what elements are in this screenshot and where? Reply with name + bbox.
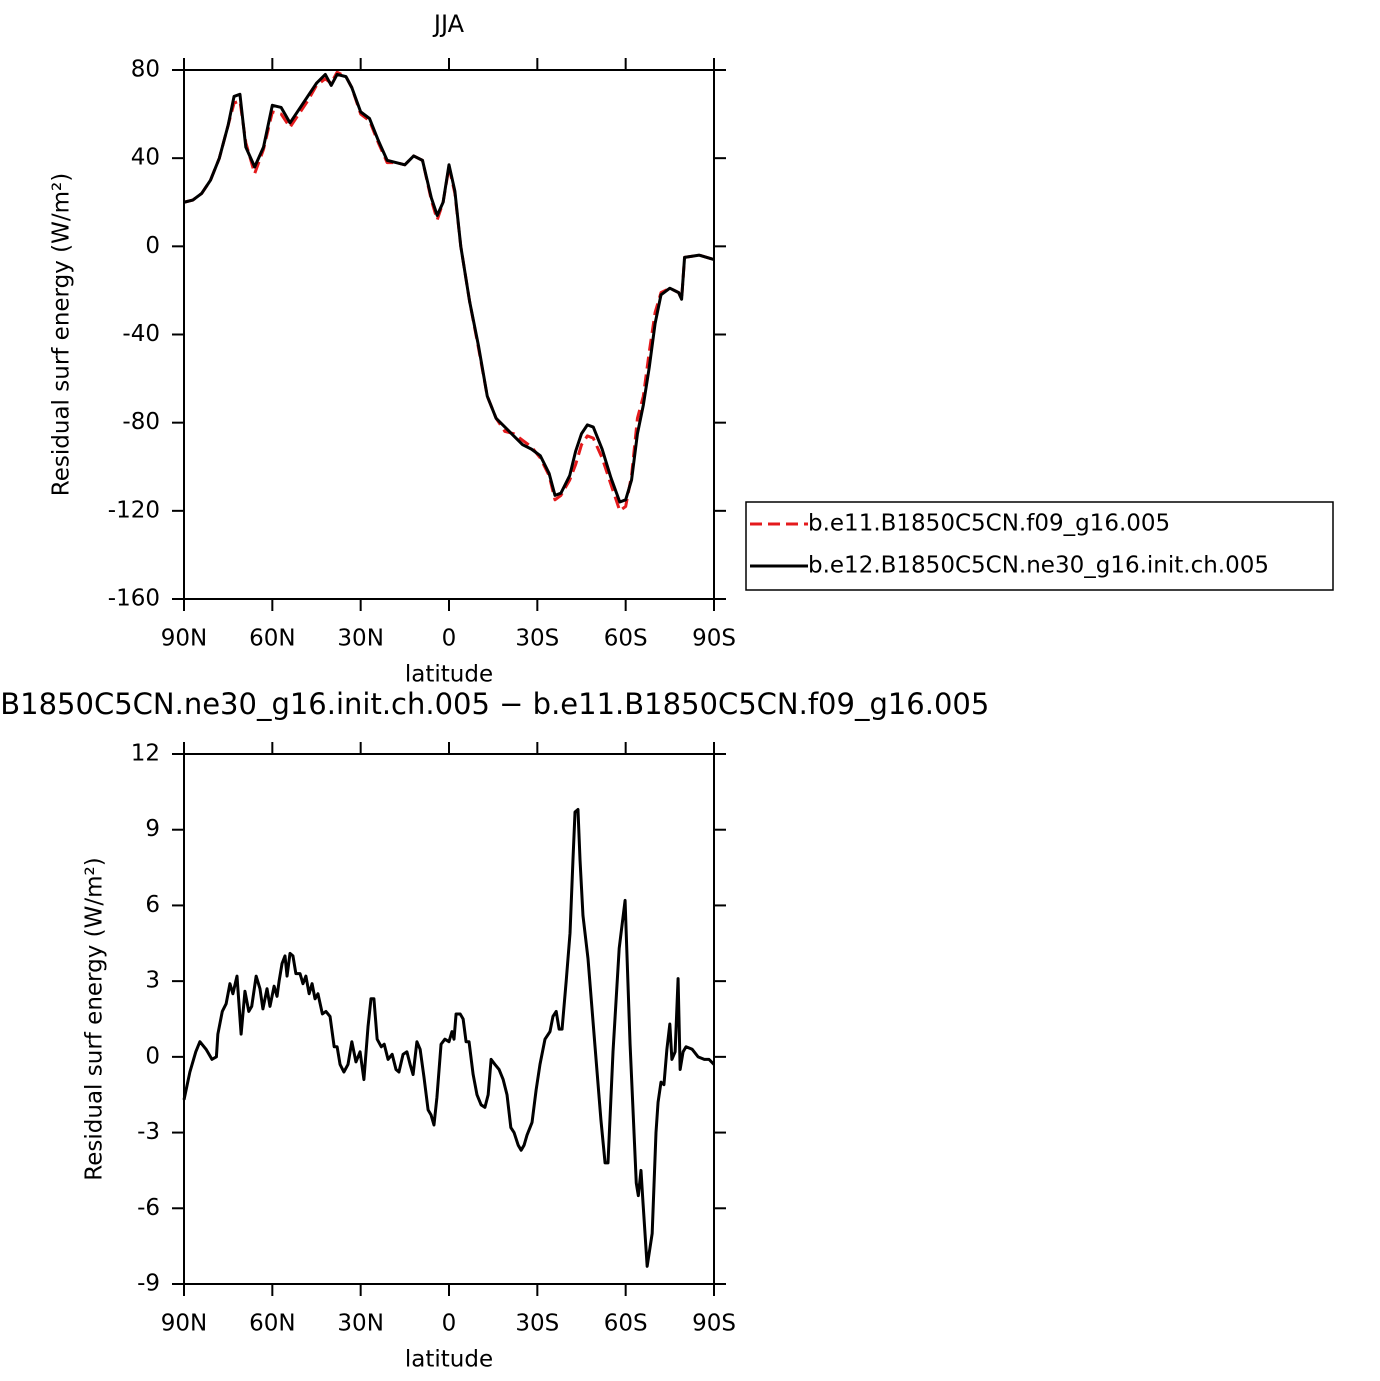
y-tick-label: -9 bbox=[137, 1271, 160, 1297]
y-tick-label: -80 bbox=[122, 409, 160, 435]
x-tick-label: 30S bbox=[515, 626, 559, 652]
y-tick-label: 0 bbox=[145, 1043, 160, 1069]
x-tick-label: 60S bbox=[604, 1311, 648, 1337]
y-tick-label: -3 bbox=[137, 1119, 160, 1145]
x-tick-label: 30N bbox=[337, 626, 383, 652]
x-tick-label: 0 bbox=[442, 626, 457, 652]
chart-title: JJA bbox=[432, 10, 465, 38]
data-line bbox=[183, 72, 715, 504]
y-tick-label: 40 bbox=[131, 145, 160, 171]
x-tick-label: 30S bbox=[515, 1311, 559, 1337]
plot-frame bbox=[183, 753, 715, 1285]
y-tick-label: -6 bbox=[137, 1195, 160, 1221]
x-tick-label: 60N bbox=[249, 1311, 295, 1337]
y-axis-label: Residual surf energy (W/m²) bbox=[82, 857, 108, 1180]
legend-label: b.e11.B1850C5CN.f09_g16.005 bbox=[808, 511, 1170, 537]
x-tick-label: 90N bbox=[161, 626, 207, 652]
data-line bbox=[182, 808, 716, 1268]
y-axis-label: Residual surf energy (W/m²) bbox=[49, 173, 75, 496]
x-tick-label: 60N bbox=[249, 626, 295, 652]
x-tick-label: 90S bbox=[692, 626, 736, 652]
y-tick-label: -120 bbox=[108, 497, 160, 523]
plot-frame bbox=[183, 69, 715, 600]
y-tick-label: 0 bbox=[145, 233, 160, 259]
y-tick-label: 12 bbox=[131, 741, 160, 767]
chart-title: b.e12.B1850C5CN.ne30_g16.init.ch.005 − b… bbox=[0, 687, 989, 721]
y-tick-label: 6 bbox=[145, 892, 160, 918]
x-axis-label: latitude bbox=[405, 662, 493, 688]
y-tick-label: 80 bbox=[131, 57, 160, 83]
y-tick-label: 9 bbox=[145, 816, 160, 842]
y-tick-label: -160 bbox=[108, 586, 160, 612]
legend-box bbox=[745, 501, 1334, 591]
x-tick-label: 90N bbox=[161, 1311, 207, 1337]
y-tick-label: -40 bbox=[122, 321, 160, 347]
x-tick-label: 30N bbox=[337, 1311, 383, 1337]
legend-label: b.e12.B1850C5CN.ne30_g16.init.ch.005 bbox=[808, 553, 1269, 579]
x-tick-label: 60S bbox=[604, 626, 648, 652]
x-axis-label: latitude bbox=[405, 1347, 493, 1373]
x-tick-label: 90S bbox=[692, 1311, 736, 1337]
y-tick-label: 3 bbox=[145, 968, 160, 994]
x-tick-label: 0 bbox=[442, 1311, 457, 1337]
